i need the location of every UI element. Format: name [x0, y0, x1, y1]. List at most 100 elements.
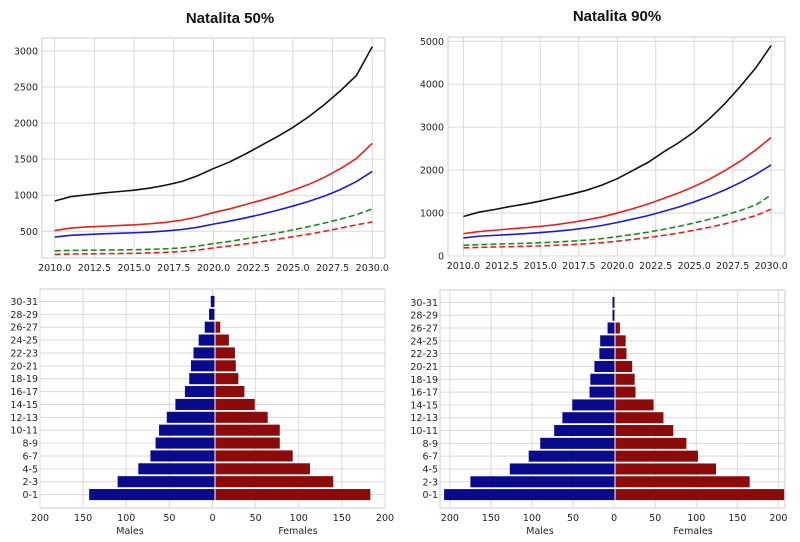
y-tick-label: 22-23	[410, 349, 438, 360]
plot-area	[447, 36, 786, 257]
bar-males	[198, 334, 215, 346]
x-tick-label: 2015.0	[524, 261, 557, 272]
bar-females	[215, 450, 293, 462]
x-tick-label: 50	[567, 513, 579, 524]
bar-males	[189, 373, 215, 385]
bar-females	[615, 373, 635, 385]
y-tick-label: 2000	[14, 119, 38, 130]
y-tick-label: 1000	[14, 191, 38, 202]
series-line-5	[463, 208, 772, 249]
y-tick-label: 16-17	[410, 388, 438, 399]
x-tick-label: 150	[74, 513, 92, 524]
bar-males	[572, 399, 615, 411]
y-tick-label: 10-11	[410, 426, 438, 437]
series-line-2	[463, 136, 772, 235]
x-tick-label: 200	[376, 513, 394, 524]
y-tick-label: 24-25	[10, 336, 38, 347]
x-tick-label: 50	[649, 513, 661, 524]
bar-males	[150, 450, 215, 462]
y-tick-label: 26-27	[10, 323, 38, 334]
bar-males	[89, 489, 215, 501]
bar-females	[615, 476, 750, 488]
y-tick-label: 8-9	[22, 439, 38, 450]
bar-males	[594, 360, 615, 372]
series-line-3	[463, 164, 772, 239]
bar-males	[470, 476, 615, 488]
x-tick-label: 2010.0	[38, 263, 71, 274]
x-tick-label: 0	[611, 513, 617, 524]
bar-males	[590, 373, 615, 385]
x-tick-label: 2030.0	[356, 263, 389, 274]
x-tick-label: 100	[687, 513, 705, 524]
x-tick-label: 50	[163, 513, 175, 524]
bar-females	[215, 321, 221, 333]
bar-females	[615, 348, 627, 360]
bar-males	[204, 321, 215, 333]
bar-males	[600, 335, 615, 347]
bar-males	[117, 476, 215, 488]
bar-females	[215, 463, 310, 475]
x-tick-label: 100	[523, 513, 541, 524]
bar-males	[589, 386, 615, 398]
x-tick-label: 200	[31, 513, 49, 524]
x-tick-label: 50	[250, 513, 262, 524]
bar-males	[540, 437, 615, 449]
bar-females	[215, 411, 268, 423]
xlabel-males: Males	[116, 526, 144, 537]
series-line-3	[54, 170, 373, 238]
bar-females	[615, 450, 698, 462]
bar-males	[607, 322, 615, 334]
x-tick-label: 2027.5	[716, 261, 749, 272]
x-tick-label: 2017.5	[562, 261, 595, 272]
bar-females	[215, 437, 280, 449]
y-tick-label: 1500	[14, 155, 38, 166]
bar-males	[444, 489, 615, 501]
bar-males	[528, 450, 615, 462]
population-pyramid-right: Males Females 200 150 100 50 0 50 100 150 200 0-1…	[410, 289, 787, 537]
bar-females	[215, 476, 334, 488]
y-tick-label: 2-3	[22, 477, 38, 488]
x-tick-label: 150	[482, 513, 500, 524]
x-tick-label: 2017.5	[157, 263, 190, 274]
bar-females	[615, 489, 785, 501]
bar-males	[159, 424, 215, 436]
x-tick-label: 2025.0	[678, 261, 711, 272]
bar-females	[215, 398, 255, 410]
bar-males	[138, 463, 215, 475]
bar-females	[615, 360, 633, 372]
population-pyramid-left: Males Females 200 150 100 50 0 50 100 150 200 0-1…	[10, 288, 394, 537]
x-tick-label: 2025.0	[276, 263, 309, 274]
bar-females	[615, 425, 674, 437]
bar-females	[615, 437, 687, 449]
y-tick-label: 4-5	[22, 464, 38, 475]
y-tick-label: 14-15	[10, 400, 38, 411]
series-line-2	[54, 142, 373, 232]
x-tick-label: 2027.5	[316, 263, 349, 274]
bar-females	[215, 360, 236, 372]
x-tick-label: 200	[441, 513, 459, 524]
y-tick-label: 14-15	[410, 400, 438, 411]
bar-females	[215, 424, 280, 436]
y-tick-label: 5000	[420, 37, 444, 48]
bar-males	[554, 425, 615, 437]
x-tick-label: 2030.0	[755, 261, 788, 272]
bar-females	[215, 386, 245, 398]
y-tick-label: 2500	[14, 83, 38, 94]
series-line-1	[463, 45, 772, 218]
chart-title: Natalita 90%	[573, 8, 661, 25]
bar-males	[612, 296, 615, 308]
bar-females	[215, 373, 239, 385]
bar-females	[615, 335, 626, 347]
y-tick-label: 500	[20, 227, 38, 238]
x-tick-label: 2020.0	[601, 261, 634, 272]
x-tick-label: 2015.0	[117, 263, 150, 274]
series-line-4	[463, 194, 772, 247]
bar-females	[615, 322, 620, 334]
y-tick-label: 20-21	[410, 362, 438, 373]
y-tick-label: 4000	[420, 80, 444, 91]
bar-females	[615, 386, 636, 398]
x-tick-label: 2022.5	[237, 263, 270, 274]
xlabel-females: Females	[673, 526, 712, 537]
bar-males	[175, 398, 215, 410]
series-line-1	[54, 46, 373, 202]
